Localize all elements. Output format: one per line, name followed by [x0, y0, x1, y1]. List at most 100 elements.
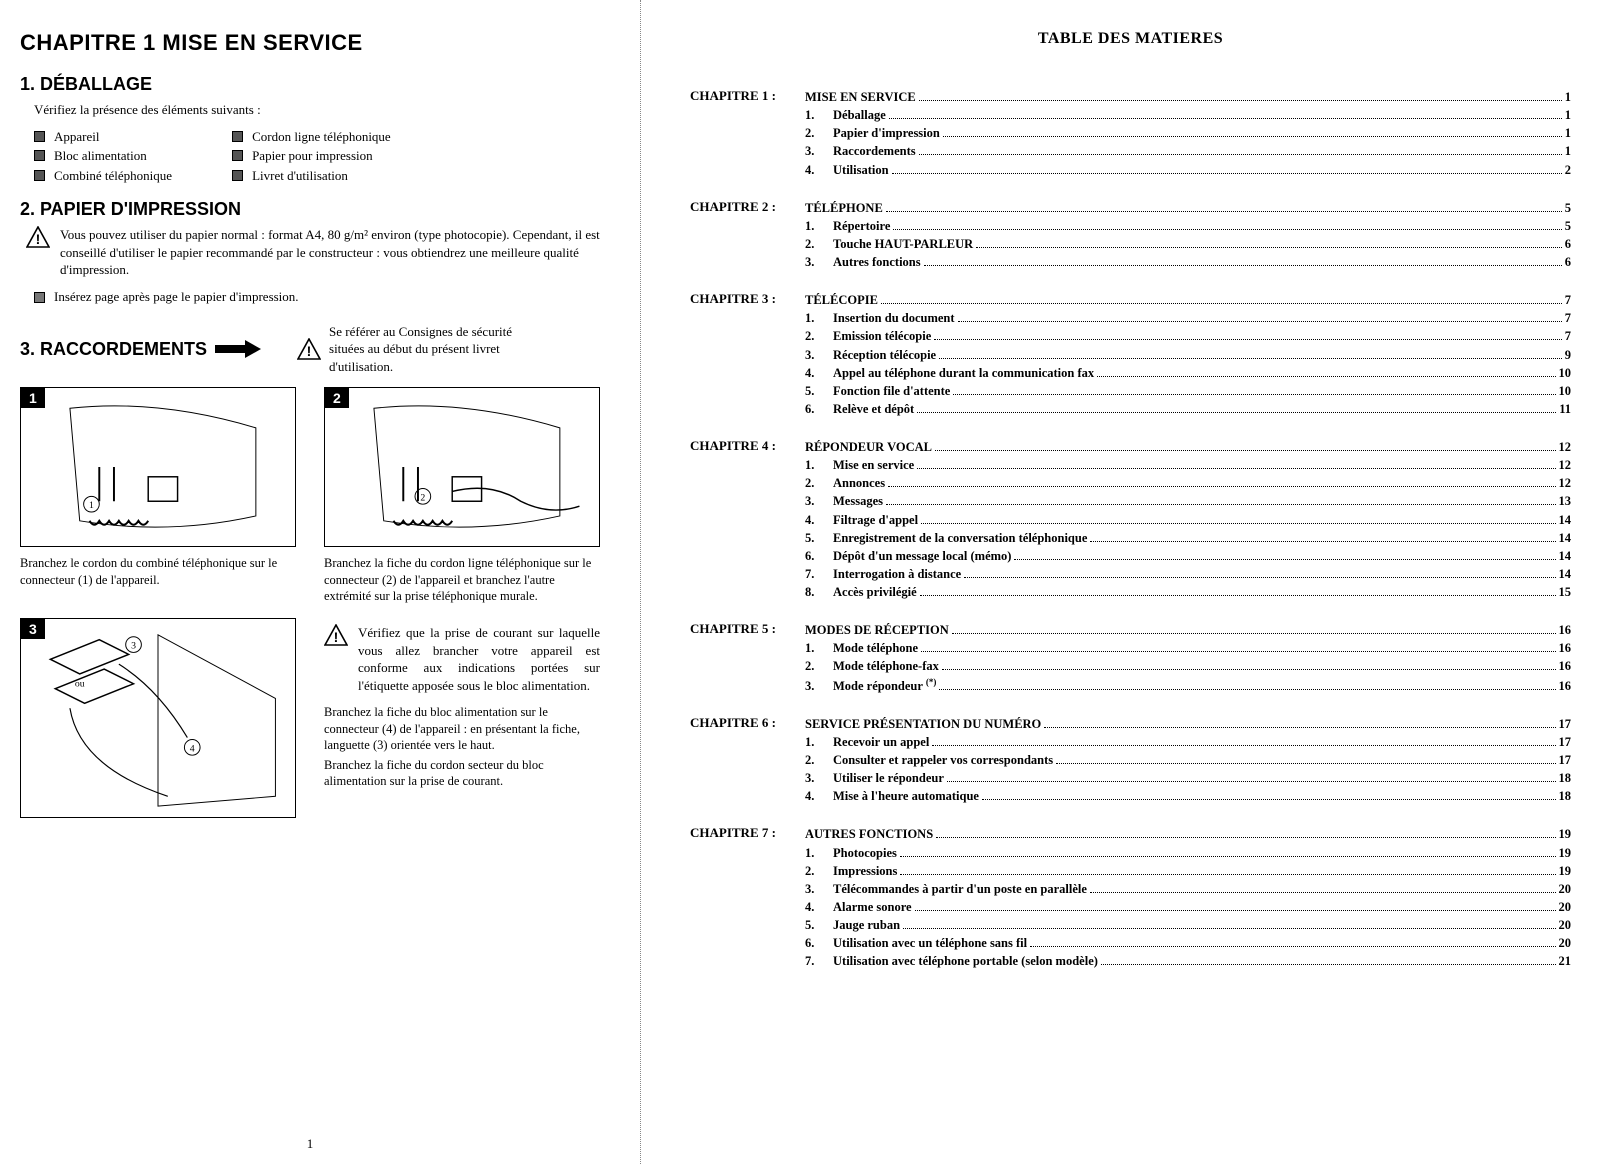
toc-chapter: CHAPITRE 1 :MISE EN SERVICE11.Déballage1… [690, 88, 1571, 179]
list-item: Cordon ligne téléphonique [232, 127, 391, 147]
toc-page: 7 [1565, 309, 1571, 327]
toc-line: 3.Utiliser le répondeur18 [805, 769, 1571, 787]
toc-dots [900, 874, 1555, 875]
toc-line: 2.Papier d'impression1 [805, 124, 1571, 142]
toc-line: 3.Raccordements1 [805, 142, 1571, 160]
toc-dots [1030, 946, 1555, 947]
toc-dots [1097, 376, 1555, 377]
toc-text: Alarme sonore [833, 898, 912, 916]
svg-text:2: 2 [420, 493, 425, 504]
toc-item-number: 4. [805, 787, 833, 805]
toc-dots [900, 856, 1556, 857]
toc-text: Mode téléphone-fax [833, 657, 939, 675]
toc-line: 4.Alarme sonore20 [805, 898, 1571, 916]
toc-line: 3.Autres fonctions6 [805, 253, 1571, 271]
toc-text: Mode téléphone [833, 639, 918, 657]
toc-line: 1.Recevoir un appel17 [805, 733, 1571, 751]
toc-text: Appel au téléphone durant la communicati… [833, 364, 1094, 382]
list-item: Bloc alimentation [34, 146, 172, 166]
toc-page: 1 [1565, 88, 1571, 106]
toc-head-line: TÉLÉCOPIE7 [805, 291, 1571, 309]
figure-3-caption-a: Branchez la fiche du bloc alimentation s… [324, 704, 600, 753]
toc-line: 4.Appel au téléphone durant la communica… [805, 364, 1571, 382]
toc-line: 1.Mode téléphone16 [805, 639, 1571, 657]
toc-dots [1014, 559, 1555, 560]
figure-2-caption: Branchez la fiche du cordon ligne téléph… [324, 555, 600, 604]
toc-text: Interrogation à distance [833, 565, 961, 583]
toc-chapter: CHAPITRE 3 :TÉLÉCOPIE71.Insertion du doc… [690, 291, 1571, 418]
toc-chapter: CHAPITRE 6 :SERVICE PRÉSENTATION DU NUMÉ… [690, 715, 1571, 806]
toc-text: RÉPONDEUR VOCAL [805, 438, 932, 456]
toc-item-number: 1. [805, 217, 833, 235]
toc-dots [932, 745, 1555, 746]
toc-head-line: MODES DE RÉCEPTION16 [805, 621, 1571, 639]
toc-page: 20 [1559, 880, 1572, 898]
toc-line: 3.Mode répondeur (*)16 [805, 676, 1571, 695]
toc-page: 16 [1559, 657, 1572, 675]
toc-dots [1090, 541, 1555, 542]
toc-page: 20 [1559, 916, 1572, 934]
toc-text: SERVICE PRÉSENTATION DU NUMÉRO [805, 715, 1041, 733]
svg-text:ou: ou [75, 679, 85, 690]
toc-entries: RÉPONDEUR VOCAL121.Mise en service122.An… [805, 438, 1571, 601]
toc-dots [952, 633, 1556, 634]
toc-head-line: RÉPONDEUR VOCAL12 [805, 438, 1571, 456]
toc-text: Impressions [833, 862, 897, 880]
toc-dots [1056, 763, 1555, 764]
toc-text: Mise en service [833, 456, 914, 474]
toc-dots [936, 837, 1555, 838]
figure-1-caption: Branchez le cordon du combiné téléphoniq… [20, 555, 296, 588]
toc-dots [919, 100, 1562, 101]
toc-chapter: CHAPITRE 5 :MODES DE RÉCEPTION161.Mode t… [690, 621, 1571, 695]
toc-dots [917, 468, 1555, 469]
toc-item-number: 4. [805, 511, 833, 529]
toc-dots [921, 523, 1555, 524]
toc-line: 2.Consulter et rappeler vos correspondan… [805, 751, 1571, 769]
toc-line: 1.Répertoire5 [805, 217, 1571, 235]
warning-text: Vérifiez que la prise de courant sur laq… [358, 624, 600, 694]
toc-text: Enregistrement de la conversation téléph… [833, 529, 1087, 547]
figure-3-caption-b: Branchez la fiche du cordon secteur du b… [324, 757, 600, 790]
toc-line: 6.Utilisation avec un téléphone sans fil… [805, 934, 1571, 952]
toc-text: Utiliser le répondeur [833, 769, 944, 787]
toc-dots [942, 669, 1556, 670]
svg-text:3: 3 [131, 641, 136, 652]
toc-line: 2.Touche HAUT-PARLEUR6 [805, 235, 1571, 253]
toc-page: 16 [1559, 639, 1572, 657]
toc-text: Répertoire [833, 217, 890, 235]
toc-item-number: 2. [805, 124, 833, 142]
list-item: Appareil [34, 127, 172, 147]
warning-row: ! Vous pouvez utiliser du papier normal … [26, 226, 600, 279]
toc-text: Emission télécopie [833, 327, 931, 345]
toc-page: 1 [1565, 142, 1571, 160]
toc-item-number: 3. [805, 880, 833, 898]
toc-text: Jauge ruban [833, 916, 900, 934]
toc-item-number: 1. [805, 456, 833, 474]
toc-item-number: 6. [805, 934, 833, 952]
toc-page: 11 [1559, 400, 1571, 418]
toc-page: 17 [1559, 715, 1572, 733]
toc-text: Utilisation avec téléphone portable (sel… [833, 952, 1098, 970]
toc-chapter-label: CHAPITRE 2 : [690, 199, 805, 272]
toc-dots [964, 577, 1555, 578]
toc-page: 10 [1559, 364, 1572, 382]
toc-line: 1.Photocopies19 [805, 844, 1571, 862]
warning-row: ! Vérifiez que la prise de courant sur l… [324, 624, 600, 694]
toc-chapter-label: CHAPITRE 4 : [690, 438, 805, 601]
toc-line: 2.Mode téléphone-fax16 [805, 657, 1571, 675]
section-3-header: 3. RACCORDEMENTS ! Se référer au Consign… [20, 323, 600, 376]
toc-text: Recevoir un appel [833, 733, 929, 751]
toc-entries: TÉLÉPHONE51.Répertoire52.Touche HAUT-PAR… [805, 199, 1571, 272]
toc-text: Relève et dépôt [833, 400, 914, 418]
figure-number: 3 [21, 619, 45, 639]
toc-dots [920, 595, 1556, 596]
toc-page: 14 [1559, 565, 1572, 583]
svg-text:!: ! [36, 231, 41, 247]
toc-dots [953, 394, 1555, 395]
toc-item-number: 7. [805, 952, 833, 970]
toc-dots [886, 211, 1562, 212]
toc-dots [921, 651, 1555, 652]
warning-icon: ! [297, 338, 321, 360]
warning-icon: ! [26, 226, 50, 248]
toc-item-number: 5. [805, 916, 833, 934]
